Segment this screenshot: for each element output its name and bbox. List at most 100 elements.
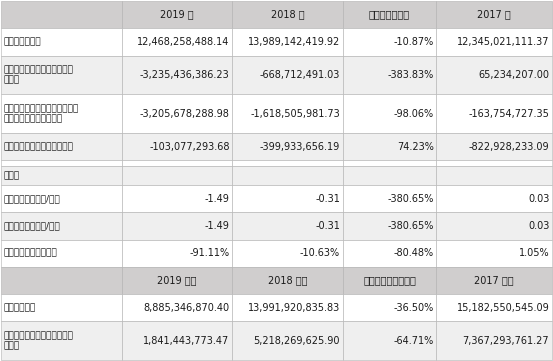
Text: 2019 年: 2019 年 bbox=[160, 10, 194, 19]
Bar bbox=[1, 185, 122, 213]
Bar bbox=[1, 240, 122, 267]
Text: 归属于上市公司股东的净利润
（元）: 归属于上市公司股东的净利润 （元） bbox=[4, 65, 74, 85]
Text: -1,618,505,981.73: -1,618,505,981.73 bbox=[250, 109, 340, 119]
Bar bbox=[1, 160, 122, 166]
Bar bbox=[436, 267, 552, 294]
Text: 8,885,346,870.40: 8,885,346,870.40 bbox=[144, 303, 229, 313]
Bar bbox=[343, 185, 436, 213]
Text: 12,468,258,488.14: 12,468,258,488.14 bbox=[137, 37, 229, 47]
Bar bbox=[1, 1, 122, 29]
Text: -668,712,491.03: -668,712,491.03 bbox=[259, 70, 340, 80]
Text: -64.71%: -64.71% bbox=[394, 336, 434, 346]
Bar bbox=[1, 133, 122, 160]
Text: 基本每股收益（元/股）: 基本每股收益（元/股） bbox=[4, 195, 61, 203]
Bar bbox=[343, 56, 436, 94]
Bar bbox=[343, 240, 436, 267]
Bar bbox=[436, 321, 552, 360]
Text: 2017 年: 2017 年 bbox=[477, 10, 511, 19]
Bar bbox=[343, 133, 436, 160]
Bar bbox=[122, 267, 232, 294]
Bar bbox=[232, 267, 343, 294]
Text: -98.06%: -98.06% bbox=[394, 109, 434, 119]
Bar bbox=[436, 94, 552, 133]
Text: 65,234,207.00: 65,234,207.00 bbox=[478, 70, 549, 80]
Bar bbox=[122, 160, 232, 166]
Bar bbox=[232, 294, 343, 321]
Bar bbox=[1, 56, 122, 94]
Bar bbox=[1, 294, 122, 321]
Text: -3,235,436,386.23: -3,235,436,386.23 bbox=[140, 70, 229, 80]
Bar bbox=[1, 267, 122, 294]
Text: -1.49: -1.49 bbox=[205, 194, 229, 204]
Bar bbox=[232, 166, 343, 185]
Text: -103,077,293.68: -103,077,293.68 bbox=[149, 142, 229, 152]
Bar bbox=[436, 213, 552, 240]
Bar bbox=[232, 321, 343, 360]
Text: 总资产（元）: 总资产（元） bbox=[4, 303, 36, 312]
Text: -0.31: -0.31 bbox=[315, 221, 340, 231]
Text: 0.03: 0.03 bbox=[528, 194, 549, 204]
Bar bbox=[232, 240, 343, 267]
Text: 13,989,142,419.92: 13,989,142,419.92 bbox=[248, 37, 340, 47]
Bar bbox=[232, 1, 343, 29]
Text: 74.23%: 74.23% bbox=[397, 142, 434, 152]
Text: 2018 年: 2018 年 bbox=[271, 10, 304, 19]
Text: -0.31: -0.31 bbox=[315, 194, 340, 204]
Text: -163,754,727.35: -163,754,727.35 bbox=[468, 109, 549, 119]
Bar bbox=[436, 56, 552, 94]
Bar bbox=[122, 240, 232, 267]
Bar bbox=[122, 1, 232, 29]
Text: -822,928,233.09: -822,928,233.09 bbox=[469, 142, 549, 152]
Bar bbox=[122, 185, 232, 213]
Bar bbox=[1, 166, 122, 185]
Bar bbox=[122, 133, 232, 160]
Text: -1.49: -1.49 bbox=[205, 221, 229, 231]
Bar bbox=[343, 29, 436, 56]
Bar bbox=[232, 94, 343, 133]
Bar bbox=[343, 321, 436, 360]
Text: -380.65%: -380.65% bbox=[388, 221, 434, 231]
Bar bbox=[122, 213, 232, 240]
Bar bbox=[436, 294, 552, 321]
Bar bbox=[232, 29, 343, 56]
Bar bbox=[1, 29, 122, 56]
Bar bbox=[343, 267, 436, 294]
Bar bbox=[122, 166, 232, 185]
Bar bbox=[1, 321, 122, 360]
Bar bbox=[436, 185, 552, 213]
Text: 1.05%: 1.05% bbox=[519, 248, 549, 258]
Bar bbox=[232, 213, 343, 240]
Bar bbox=[343, 213, 436, 240]
Bar bbox=[343, 94, 436, 133]
Bar bbox=[122, 56, 232, 94]
Text: 本年比上年增减: 本年比上年增减 bbox=[369, 10, 410, 19]
Text: 1,841,443,773.47: 1,841,443,773.47 bbox=[143, 336, 229, 346]
Bar bbox=[436, 240, 552, 267]
Text: -80.48%: -80.48% bbox=[394, 248, 434, 258]
Text: 营业收入（元）: 营业收入（元） bbox=[4, 38, 41, 47]
Text: 2019 年末: 2019 年末 bbox=[158, 275, 197, 286]
Bar bbox=[343, 166, 436, 185]
Text: （元）: （元） bbox=[4, 171, 20, 180]
Text: -399,933,656.19: -399,933,656.19 bbox=[260, 142, 340, 152]
Text: 本年末比上年末增减: 本年末比上年末增减 bbox=[363, 275, 416, 286]
Text: 归属于上市公司股东的扣除非经
常性损益的净利润（元）: 归属于上市公司股东的扣除非经 常性损益的净利润（元） bbox=[4, 104, 79, 124]
Text: 稀释每股收益（元/股）: 稀释每股收益（元/股） bbox=[4, 222, 61, 231]
Bar bbox=[1, 213, 122, 240]
Bar bbox=[436, 160, 552, 166]
Text: -91.11%: -91.11% bbox=[190, 248, 229, 258]
Bar bbox=[1, 94, 122, 133]
Bar bbox=[436, 29, 552, 56]
Bar bbox=[232, 160, 343, 166]
Text: -3,205,678,288.98: -3,205,678,288.98 bbox=[140, 109, 229, 119]
Text: 2017 年末: 2017 年末 bbox=[474, 275, 514, 286]
Text: -10.63%: -10.63% bbox=[300, 248, 340, 258]
Text: 5,218,269,625.90: 5,218,269,625.90 bbox=[253, 336, 340, 346]
Text: 13,991,920,835.83: 13,991,920,835.83 bbox=[248, 303, 340, 313]
Bar bbox=[122, 321, 232, 360]
Text: -10.87%: -10.87% bbox=[394, 37, 434, 47]
Text: 2018 年末: 2018 年末 bbox=[268, 275, 307, 286]
Text: 12,345,021,111.37: 12,345,021,111.37 bbox=[457, 37, 549, 47]
Bar bbox=[232, 185, 343, 213]
Text: 0.03: 0.03 bbox=[528, 221, 549, 231]
